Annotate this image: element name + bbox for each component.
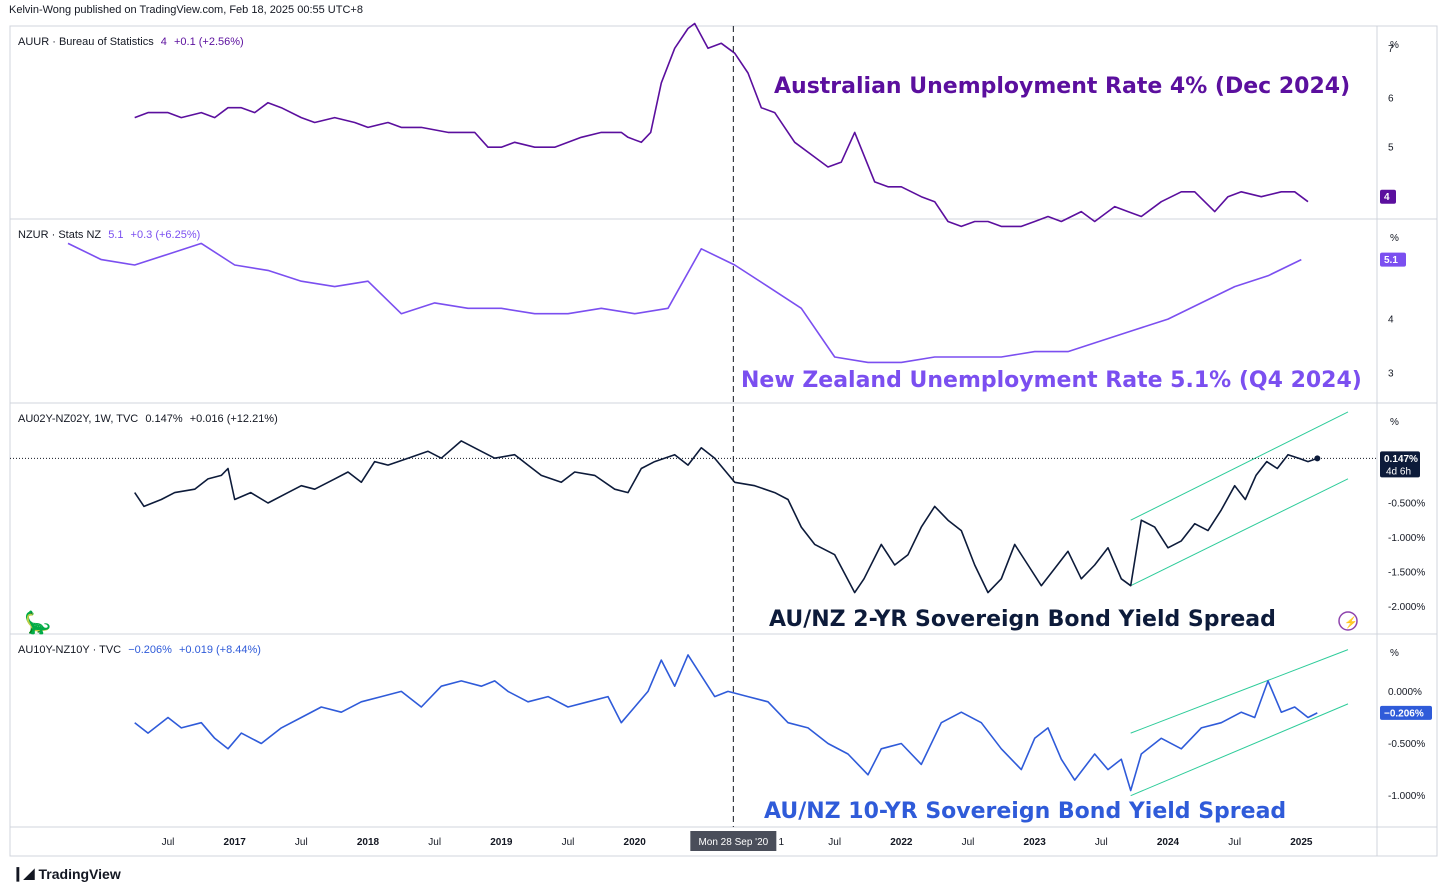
title-nzur: New Zealand Unemployment Rate 5.1% (Q4 2…: [741, 368, 1362, 393]
x-tick-label: 2023: [1024, 837, 1047, 848]
x-tick-label: Jul: [428, 837, 441, 848]
y-tick-label: 5: [1388, 143, 1394, 154]
last-point-marker: [1314, 455, 1321, 462]
x-tick-label: 2017: [224, 837, 247, 848]
axis-unit-label: %: [1390, 40, 1399, 51]
x-tick-label: 2024: [1157, 837, 1180, 848]
trend-channel-line: [1130, 703, 1349, 797]
tv-logo-icon: ❙◢: [12, 865, 35, 881]
last-value-badge: [1380, 189, 1396, 204]
x-tick-label: 2020: [624, 837, 647, 848]
lightning-icon-glyph: ⚡: [1344, 616, 1358, 629]
last-value-badge: [1380, 705, 1432, 720]
x-tick-label: Jul: [1228, 837, 1241, 848]
x-tick-label: Jul: [295, 837, 308, 848]
y-tick-label: -0.500%: [1388, 498, 1425, 509]
y-tick-label: 0.000%: [1388, 687, 1422, 698]
x-tick-label: Jul: [828, 837, 841, 848]
last-value-badge: [1380, 451, 1420, 478]
legend-change: +0.019 (+8.44%): [178, 644, 261, 656]
y-tick-label: -1.000%: [1388, 791, 1425, 802]
x-tick-label: Jul: [1095, 837, 1108, 848]
legend-symbol: AU10Y-NZ10Y · TVC: [18, 644, 122, 656]
series-line-au10: [134, 654, 1318, 792]
crosshair-date-badge: [690, 831, 777, 851]
x-tick-label: Jul: [562, 837, 575, 848]
publisher-header: Kelvin-Wong published on TradingView.com…: [9, 4, 363, 16]
y-tick-label: 7: [1388, 44, 1394, 55]
legend-change: +0.1 (+2.56%): [173, 36, 244, 48]
crosshair-date-label: Mon 28 Sep '20: [698, 837, 768, 848]
legend-symbol: AUUR · Bureau of Statistics: [18, 36, 154, 48]
axis-unit-label: %: [1390, 648, 1399, 659]
legend-change: +0.3 (+6.25%): [130, 229, 201, 241]
y-tick-label: -1.000%: [1388, 533, 1425, 544]
last-value-label: −0.206%: [1384, 708, 1424, 719]
legend-value: 5.1: [108, 229, 124, 241]
trend-channel-line: [1130, 478, 1349, 587]
legend-change: +0.016 (+12.21%): [189, 413, 278, 425]
x-tick-label: 2018: [357, 837, 380, 848]
legend-value: −0.206%: [128, 644, 172, 656]
x-tick-label: Jul: [162, 837, 175, 848]
last-value-badge: [1380, 252, 1406, 267]
x-tick-label: 2025: [1290, 837, 1313, 848]
x-tick-label: Jul: [962, 837, 975, 848]
tradingview-logo[interactable]: ❙◢ TradingView: [12, 865, 121, 882]
series-line-nzur: [67, 242, 1302, 364]
x-tick-label: 2019: [490, 837, 513, 848]
trend-channel-line: [1130, 649, 1349, 734]
legend-au10[interactable]: AU10Y-NZ10Y · TVC −0.206% +0.019 (+8.44%…: [18, 644, 261, 656]
last-value-countdown: 4d 6h: [1386, 466, 1411, 477]
x-tick-label: 2022: [890, 837, 913, 848]
legend-symbol: AU02Y-NZ02Y, 1W, TVC: [18, 413, 139, 425]
title-aur: Australian Unemployment Rate 4% (Dec 202…: [774, 74, 1351, 99]
y-tick-label: -1.500%: [1388, 567, 1425, 578]
lightning-icon: [1338, 611, 1358, 631]
series-line-aur: [134, 22, 1309, 228]
legend-au02[interactable]: AU02Y-NZ02Y, 1W, TVC 0.147% +0.016 (+12.…: [18, 413, 278, 425]
y-tick-label: -2.000%: [1388, 602, 1425, 613]
legend-value: 0.147%: [145, 413, 183, 425]
y-tick-label: -0.500%: [1388, 739, 1425, 750]
last-value-label: 0.147%: [1384, 454, 1418, 465]
title-au10: AU/NZ 10-YR Sovereign Bond Yield Spread: [764, 799, 1287, 824]
trend-channel-line: [1130, 411, 1349, 521]
legend-value: 4: [160, 36, 167, 48]
title-au02: AU/NZ 2-YR Sovereign Bond Yield Spread: [769, 607, 1276, 632]
legend-symbol: NZUR · Stats NZ: [18, 229, 102, 241]
legend-nzur[interactable]: NZUR · Stats NZ 5.1 +0.3 (+6.25%): [18, 229, 200, 241]
y-tick-label: 3: [1388, 369, 1394, 380]
tv-logo-text: TradingView: [38, 865, 121, 882]
axis-unit-label: %: [1390, 417, 1399, 428]
x-tick-label-fragment: 1: [779, 837, 785, 848]
dinosaur-icon: 🦕: [24, 610, 51, 635]
legend-aur[interactable]: AUUR · Bureau of Statistics 4 +0.1 (+2.5…: [18, 36, 244, 48]
last-value-label: 5.1: [1384, 255, 1398, 266]
y-tick-label: 4: [1388, 315, 1394, 326]
y-tick-label: 6: [1388, 93, 1394, 104]
series-line-au02: [134, 440, 1318, 594]
last-value-label: 4: [1384, 192, 1390, 203]
chart-frame: [9, 25, 1438, 857]
axis-unit-label: %: [1390, 233, 1399, 244]
